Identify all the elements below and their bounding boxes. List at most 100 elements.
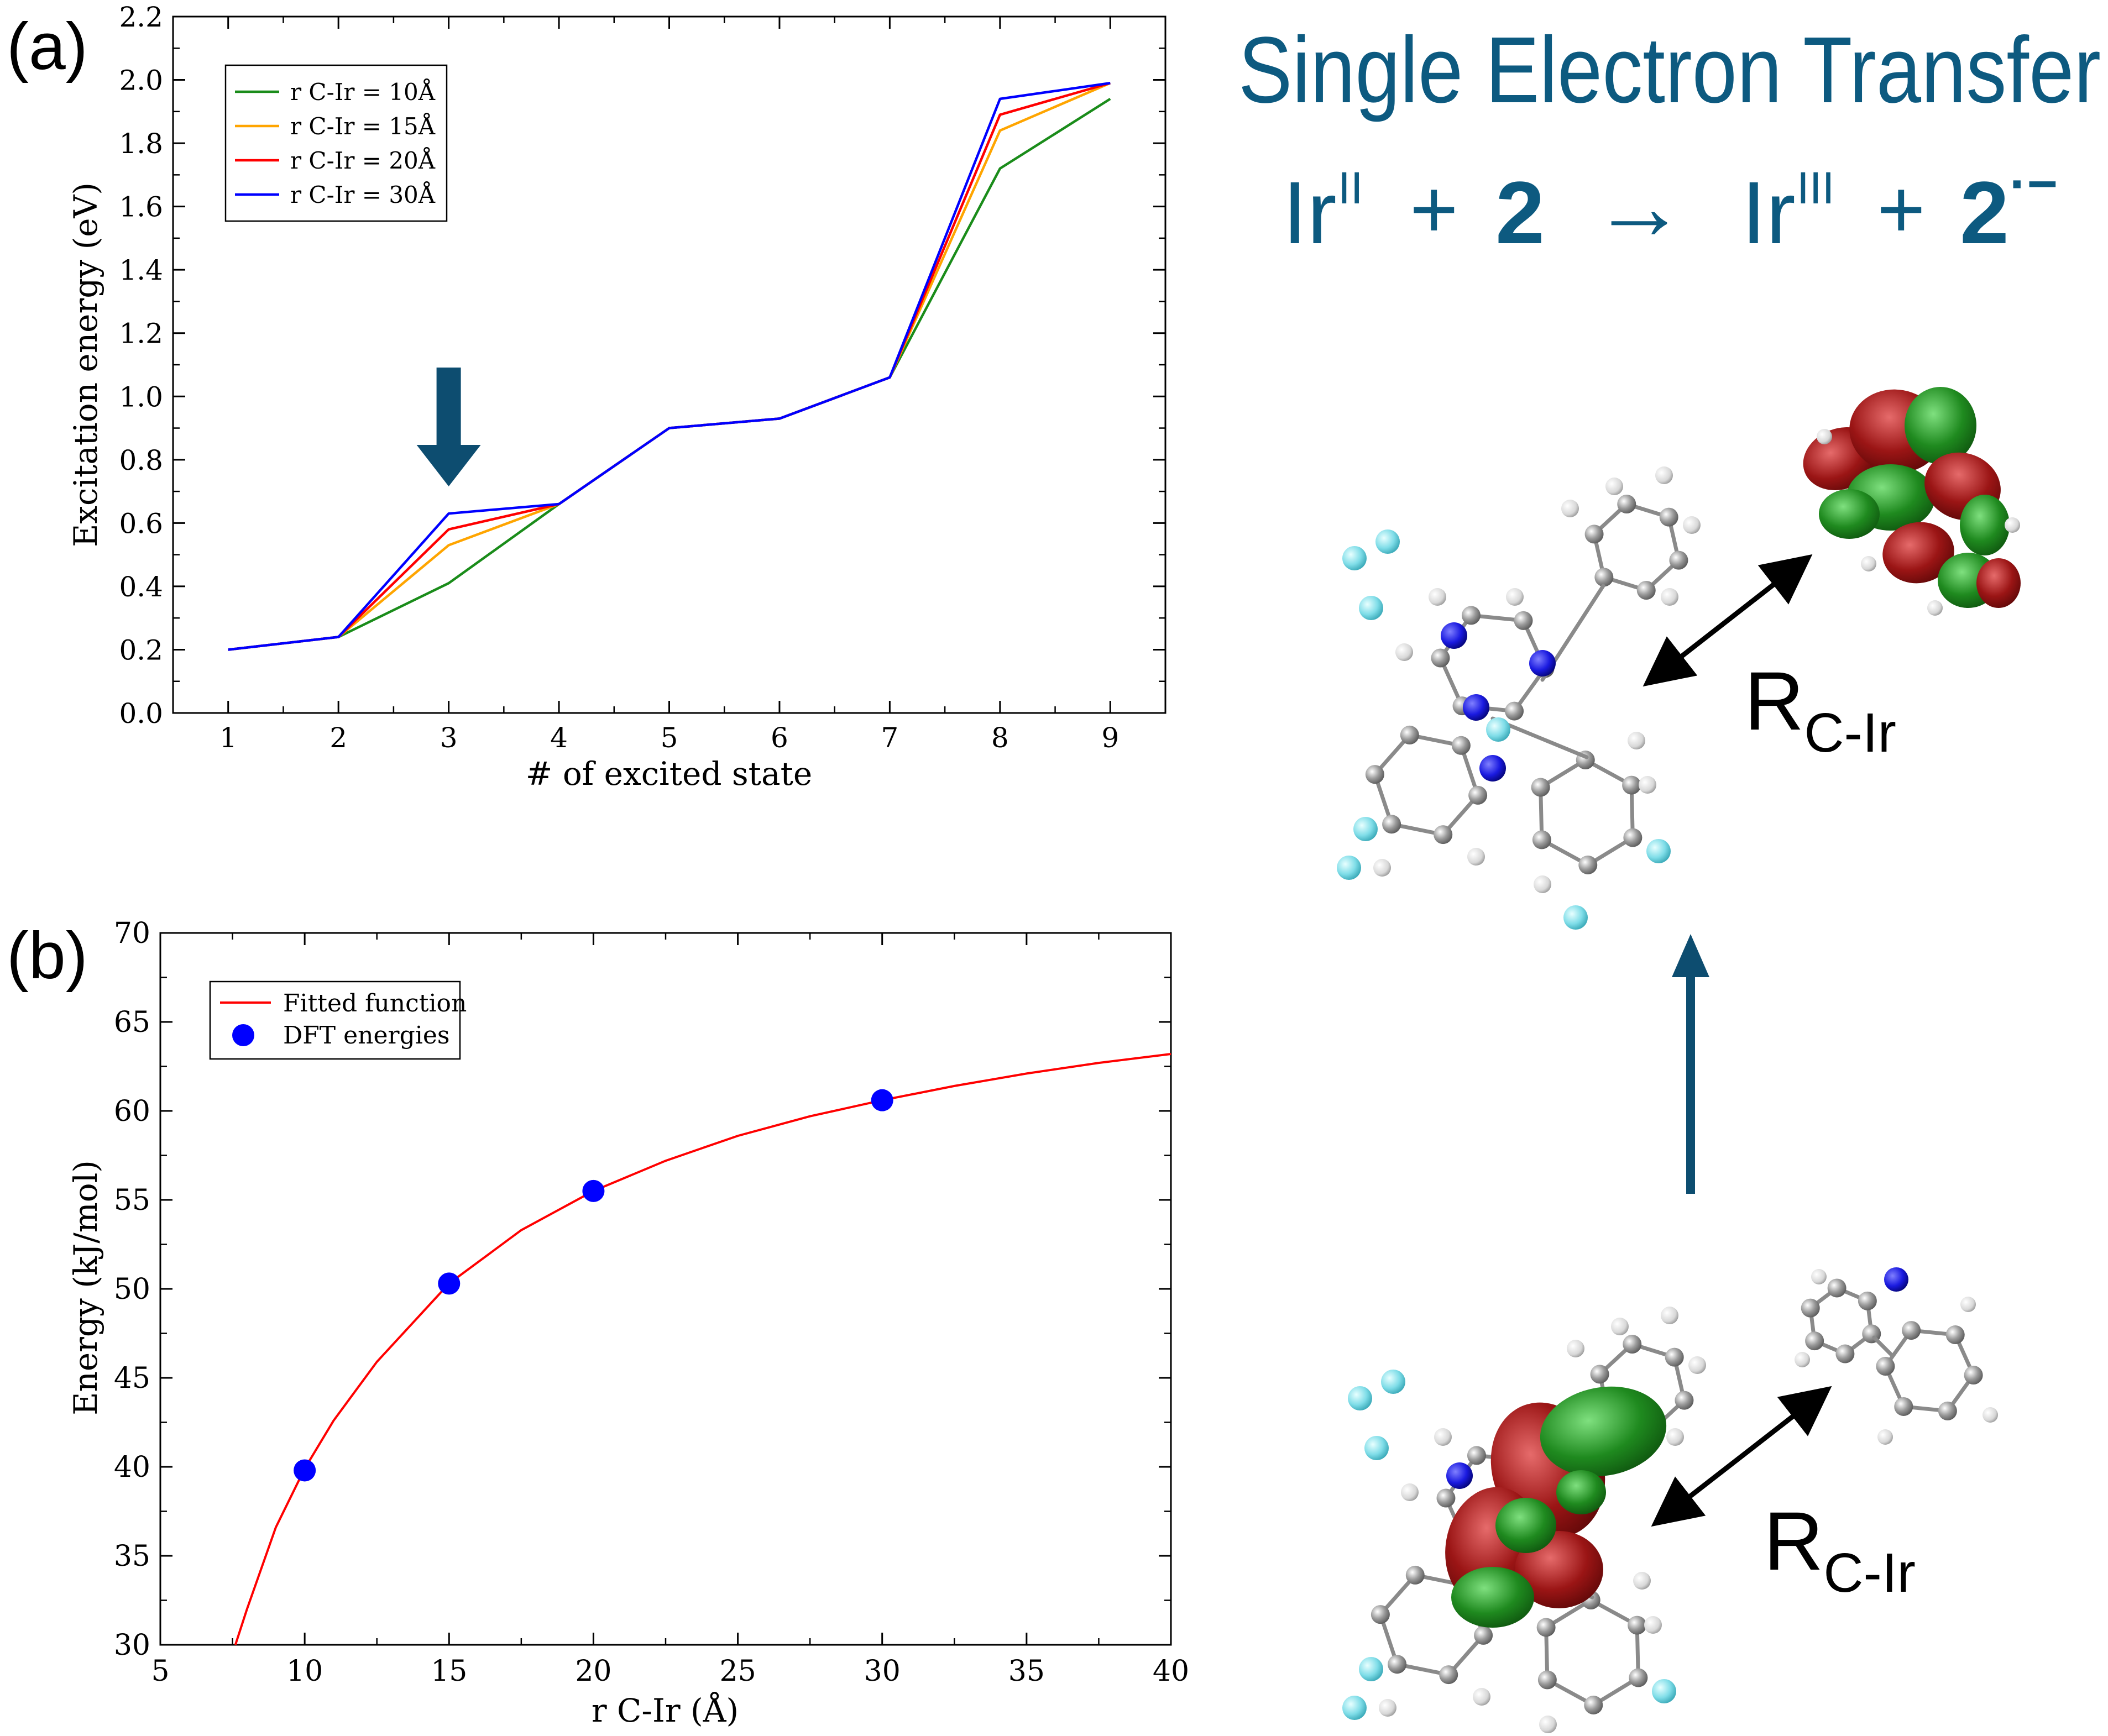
chart-a-y-tick-label: 2.2	[119, 1, 163, 33]
chart-a-y-tick-label: 1.0	[119, 381, 163, 413]
chart-b-x-label: r C-Ir (Å)	[592, 1692, 739, 1729]
chart-b-x-tick-label: 15	[431, 1655, 467, 1688]
fluorine-atom	[1381, 1370, 1405, 1394]
chart-a-y-label: Excitation energy (eV)	[67, 182, 104, 547]
hydrogen-atom	[1811, 1269, 1827, 1284]
carbon-atom	[1801, 1298, 1820, 1318]
hydrogen-atom	[1639, 776, 1656, 794]
carbon-atom	[1474, 1625, 1493, 1645]
orbital-lobe-green	[1495, 1498, 1556, 1553]
carbon-atom	[1622, 775, 1641, 795]
carbon-atom	[1623, 828, 1643, 847]
carbon-atom	[1436, 1488, 1456, 1508]
chart-b-x-tick-label: 5	[151, 1655, 169, 1688]
carbon-atom	[1835, 1344, 1855, 1363]
carbon-atom	[1431, 648, 1450, 668]
reaction-equation: Ir II + 2 → Ir III + 2 ·−	[1283, 154, 2058, 262]
nitrogen-atom	[1463, 694, 1489, 721]
fluorine-atom	[1486, 717, 1510, 742]
chart-a-x-tick-label: 6	[771, 722, 788, 754]
hydrogen-atom	[1817, 429, 1832, 444]
hydrogen-atom	[1655, 466, 1673, 484]
distance-arrow-bottom	[1651, 1386, 1832, 1527]
hydrogen-atom	[1605, 478, 1623, 495]
legend-dft-swatch	[232, 1024, 254, 1046]
carbon-atom	[1536, 1618, 1556, 1637]
chart-a-x-label: # of excited state	[526, 755, 812, 793]
dft-energy-points	[294, 1089, 893, 1482]
bond	[1872, 1335, 1893, 1356]
carbon-atom	[1578, 855, 1598, 874]
fluorine-atom	[1375, 529, 1400, 554]
chart-b-y-tick-label: 35	[114, 1540, 150, 1573]
distance-arrow-top	[1643, 554, 1813, 687]
eq-product-two: 2	[1960, 163, 2009, 262]
carbon-atom	[1894, 1397, 1913, 1416]
hydrogen-atom	[2005, 517, 2020, 533]
chart-b-legend-box	[209, 980, 461, 1060]
legend-a-label-3: r C-Ir = 20Å	[290, 146, 436, 174]
chart-b-x-tick-label: 10	[286, 1655, 323, 1688]
fluorine-atom	[1342, 1696, 1367, 1720]
chart-b-x-tick-label: 35	[1008, 1655, 1045, 1688]
dft-point	[871, 1089, 893, 1111]
carbon-atom	[1537, 1670, 1557, 1690]
carbon-atom	[1594, 568, 1614, 587]
eq-ir-product: Ir	[1741, 163, 1796, 262]
chart-b-x-tick-label: 30	[864, 1655, 901, 1688]
carbon-atom	[1665, 1347, 1684, 1367]
fluorine-atom	[1646, 839, 1671, 863]
eq-ir-reactant: Ir	[1283, 163, 1337, 262]
hydrogen-atom	[1401, 1483, 1419, 1501]
fluorine-atom	[1353, 817, 1378, 841]
panel-label-b: (b)	[7, 919, 88, 993]
chart-b-x-tick-label: 20	[575, 1655, 611, 1688]
orbital-lobe-green	[1960, 495, 2010, 555]
hydrogen-atom	[1628, 732, 1645, 749]
chart-a-x-tick-label: 3	[440, 722, 458, 754]
distance-label-bottom: RC-Ir	[1764, 1494, 1916, 1604]
chart-energy-vs-distance: 30 35 40 45 50 55 60 65 70 5 10 15 20 25 30 35 40 r C-I…	[67, 917, 1189, 1729]
carbon-atom	[1945, 1325, 1965, 1345]
hydrogen-atom	[1539, 1716, 1557, 1733]
chart-a-x-tick-label: 2	[329, 722, 347, 754]
carbon-atom	[1938, 1401, 1957, 1420]
orbital-lobe-green	[1451, 1567, 1534, 1628]
chart-a-y-tick-label: 0.4	[119, 571, 163, 603]
orbital-lobe-red	[1976, 558, 2021, 608]
hydrogen-atom	[1633, 1572, 1651, 1590]
hydrogen-atom	[1379, 1699, 1396, 1717]
chart-b-x-tick-label: 40	[1153, 1655, 1189, 1688]
hydrogen-atom	[1644, 1616, 1662, 1634]
carbon-atom	[1623, 1334, 1642, 1354]
carbon-atom	[1590, 1365, 1609, 1384]
hydrogen-atom	[1534, 875, 1551, 893]
hydrogen-atom	[1611, 1318, 1629, 1335]
hydrogen-atom	[1567, 1340, 1584, 1357]
chart-b-y-tick-label: 70	[114, 917, 150, 950]
dft-point	[438, 1272, 461, 1295]
nitrogen-atom	[1529, 650, 1556, 676]
chart-b-y-tick-label: 55	[114, 1184, 150, 1217]
ir-complex-bottom-orbital	[1342, 1307, 1706, 1733]
hydrogen-atom	[1661, 588, 1678, 606]
orbital-lobe-green	[1540, 1386, 1667, 1477]
distance-label-bottom-main: R	[1764, 1494, 1823, 1587]
distance-label-top-sub: C-Ir	[1804, 702, 1896, 764]
fluorine-atom	[1348, 1386, 1372, 1410]
distance-label-top: RC-Ir	[1744, 654, 1896, 764]
carbon-atom	[1388, 1655, 1407, 1674]
panel-label-a: (a)	[7, 9, 88, 83]
chart-a-x-tick-label: 1	[219, 722, 237, 754]
eq-arrow: →	[1592, 154, 1686, 259]
carbon-atom	[1617, 494, 1636, 513]
hydrogen-atom	[1561, 500, 1579, 517]
fluorine-atom	[1364, 1436, 1389, 1460]
chart-a-x-tick-label: 7	[881, 722, 898, 754]
hydrogen-atom	[1688, 1356, 1706, 1374]
carbon-atom	[1964, 1365, 1983, 1384]
fluorine-atom	[1359, 1657, 1383, 1681]
eq-radical-charge: ·−	[2010, 155, 2058, 213]
hydrogen-atom	[1661, 1307, 1678, 1324]
chart-a-annotation-arrow	[416, 368, 481, 486]
